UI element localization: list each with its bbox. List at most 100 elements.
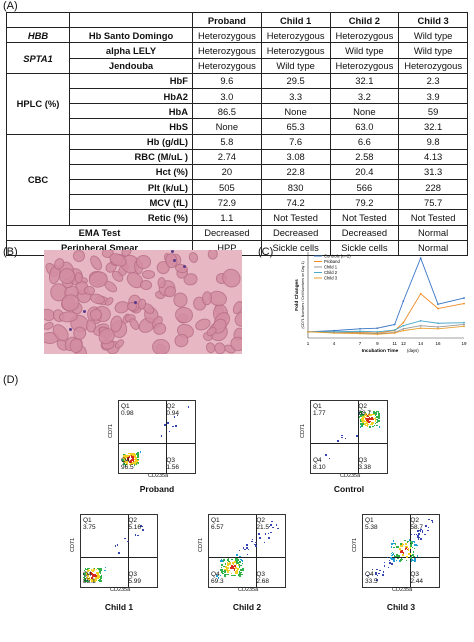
event-dot (127, 459, 130, 462)
event-dot (356, 435, 358, 437)
event-dot (126, 455, 128, 457)
cbc-value: 22.8 (260, 163, 331, 181)
event-dot (363, 420, 365, 422)
event-dot (367, 418, 369, 420)
event-dot (84, 573, 86, 575)
event-dot (404, 546, 407, 548)
event-dot (395, 546, 398, 548)
event-dot (217, 577, 220, 579)
y-axis-sublabel: (CD71 Numbers / Cell Numbers on Day 1) (301, 261, 305, 328)
cbc-measure: MCV (fL) (69, 194, 193, 211)
event-dot (133, 455, 135, 457)
cbc-row: MCV (fL) 72.9 74.2 79.2 75.7 (7, 194, 468, 211)
x-tick-label: 9 (376, 341, 379, 346)
event-dot (393, 542, 395, 545)
event-dot (221, 560, 223, 562)
data-point (463, 321, 465, 324)
event-dot (233, 574, 235, 577)
event-dot (361, 423, 363, 426)
event-dot (390, 542, 393, 545)
event-dot (400, 543, 402, 545)
event-dot (360, 415, 362, 417)
event-dot (85, 572, 88, 574)
event-dot (98, 567, 100, 570)
red-blood-cell (187, 250, 200, 264)
event-dot (227, 571, 229, 573)
cbc-value: 31.3 (398, 163, 468, 181)
event-dot (228, 569, 230, 572)
event-dot (231, 562, 234, 564)
event-dot (90, 568, 93, 571)
event-dot (272, 526, 274, 529)
event-dot (377, 411, 380, 413)
smear-value: Sickle cells (260, 239, 331, 257)
event-dot (325, 454, 327, 456)
event-dot (229, 561, 231, 564)
event-dot (224, 570, 226, 572)
cbc-value: Not Tested (260, 209, 331, 226)
event-dot (365, 415, 368, 417)
event-dot (378, 415, 380, 417)
data-point (376, 330, 379, 333)
event-dot (360, 420, 362, 422)
event-dot (90, 577, 93, 579)
event-dot (124, 458, 126, 460)
event-dot (246, 547, 249, 549)
gene-row: Jendouba Heterozygous Wild type Heterozygou… (7, 57, 468, 74)
event-dot (372, 425, 374, 428)
event-dot (92, 575, 94, 577)
event-dot (363, 415, 365, 417)
event-dot (137, 456, 139, 458)
variant-name: Jendouba (69, 57, 193, 74)
quadrant-percent: 69.3 (211, 578, 224, 585)
event-dot (130, 452, 132, 455)
event-dot (391, 543, 393, 545)
event-dot (251, 538, 254, 541)
smear-value: Normal (398, 239, 468, 257)
event-dot (240, 558, 242, 561)
cbc-value: 5.8 (192, 133, 262, 150)
event-dot (400, 550, 403, 552)
cbc-measure: Hb (g/dL) (69, 133, 193, 150)
cbc-value: 20 (192, 163, 262, 181)
data-point (419, 292, 422, 295)
event-dot (132, 462, 135, 464)
event-dot (235, 557, 237, 560)
event-dot (376, 421, 379, 424)
event-dot (395, 559, 398, 562)
event-dot (95, 575, 97, 577)
data-point (393, 323, 396, 326)
event-dot (411, 559, 413, 561)
x-axis-unit: (days) (407, 348, 419, 353)
event-dot (405, 559, 408, 562)
event-dot (416, 544, 419, 547)
event-dot (237, 568, 239, 570)
quadrant-label: Q3 3.38 (358, 457, 371, 471)
event-dot (399, 549, 402, 551)
header-blank (69, 11, 193, 29)
event-dot (131, 454, 134, 456)
x-tick-label: 4 (333, 341, 336, 346)
event-dot (393, 554, 396, 557)
event-dot (227, 558, 230, 560)
event-dot (393, 560, 395, 562)
event-dot (98, 578, 101, 581)
event-dot (127, 458, 130, 461)
event-dot (410, 533, 413, 536)
event-dot (236, 572, 238, 574)
event-dot (411, 541, 414, 544)
flow-plot: Q1 3.75 Q2 5.16 Q4 85.1 Q3 5.99 (80, 514, 158, 588)
gate-line-vertical (410, 515, 412, 587)
event-dot (378, 420, 380, 422)
event-dot (341, 434, 343, 437)
event-dot (275, 524, 278, 526)
event-dot (255, 541, 257, 544)
flow-x-axis-label: CD235a (110, 587, 131, 593)
event-dot (130, 456, 133, 459)
quadrant-label: Q4 96.5 (121, 457, 134, 471)
event-dot (401, 551, 404, 553)
event-dot (132, 457, 134, 459)
event-dot (100, 575, 102, 578)
red-blood-cell (68, 337, 84, 354)
quadrant-name: Q3 (358, 457, 368, 464)
